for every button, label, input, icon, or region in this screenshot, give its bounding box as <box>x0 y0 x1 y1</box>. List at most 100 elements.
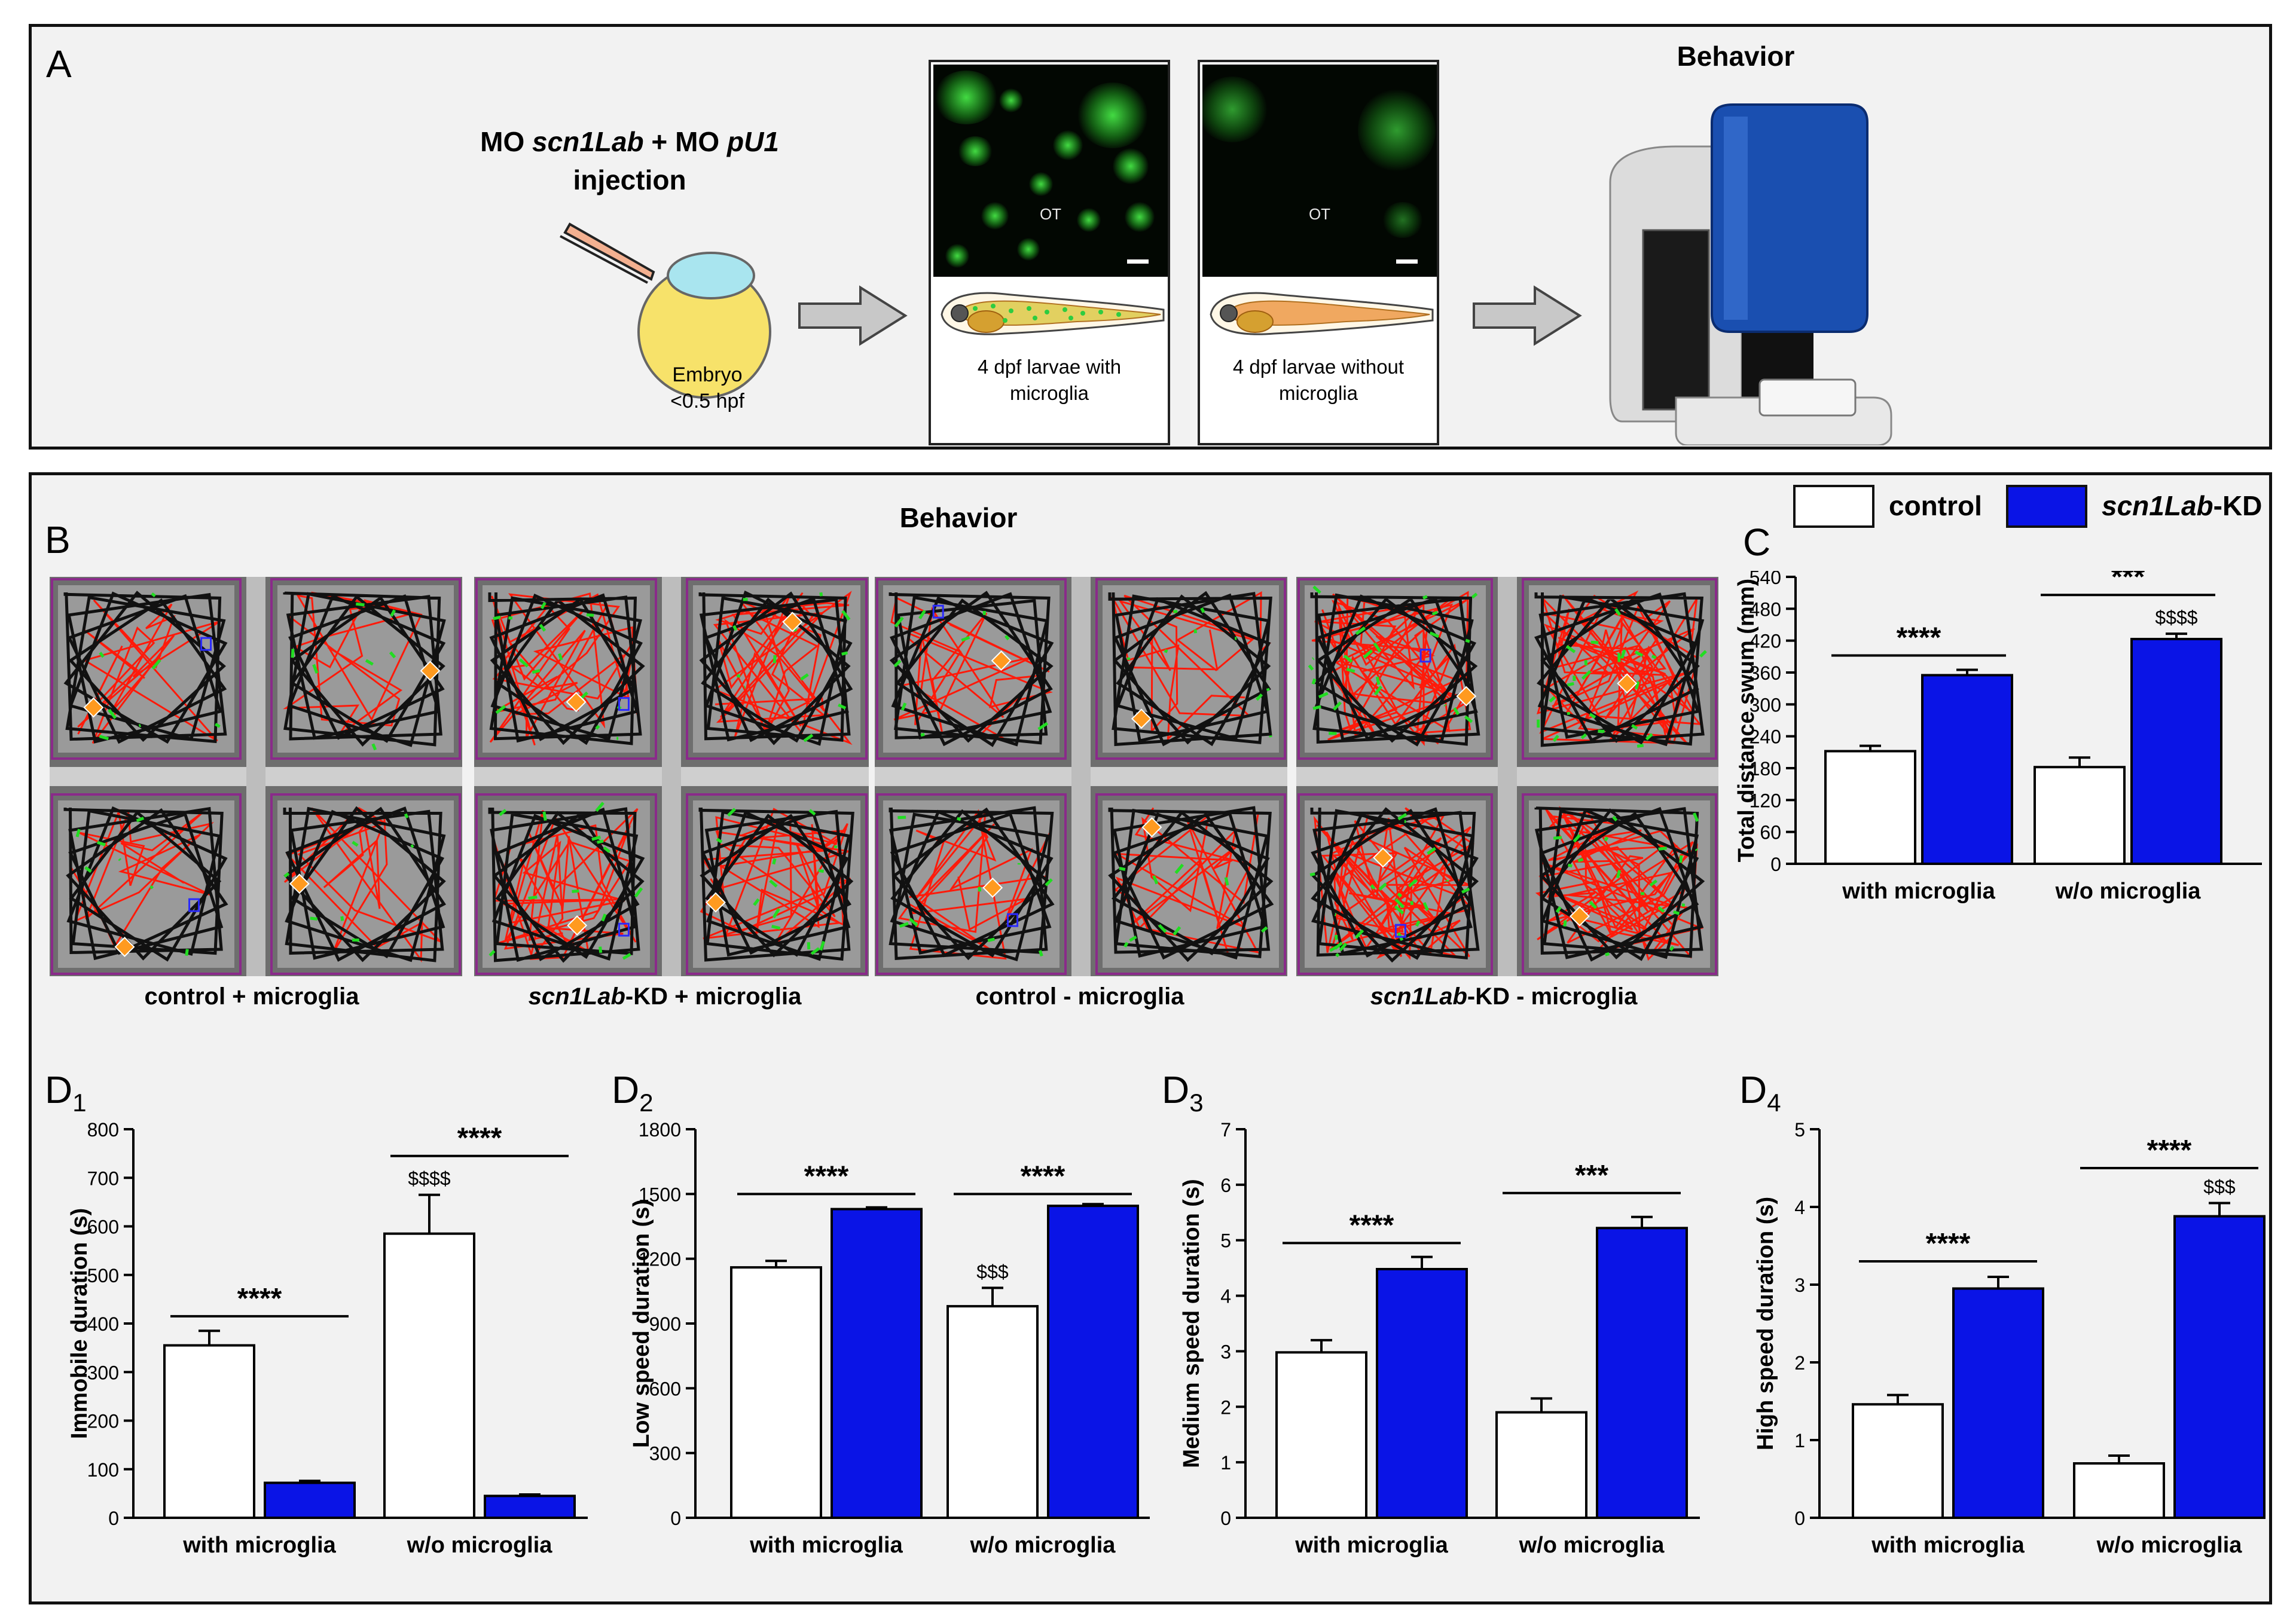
y-axis-label: Immobile duration (s) <box>67 1208 92 1439</box>
y-tick-label: 100 <box>87 1459 119 1481</box>
fast-swim-track <box>1536 590 1702 745</box>
fast-swim-track <box>1314 807 1475 960</box>
ot-label: OT <box>1308 205 1331 223</box>
fast-swim-track <box>1113 807 1260 957</box>
category-label: with microglia <box>1871 1533 2025 1558</box>
y-axis-label: Total distance swum (mm) <box>1734 579 1759 862</box>
fluorescence-image-without-microglia: OT <box>1202 65 1437 277</box>
y-tick-label: 600 <box>649 1378 681 1399</box>
y-tick-label: 2 <box>1220 1396 1231 1418</box>
larva-position-marker <box>782 612 803 632</box>
chart-medium-speed-duration: 0 1 2 3 4 5 6 7 Medium speed duration (s) with mi… <box>1179 1121 1700 1558</box>
well-border <box>270 793 461 975</box>
y-axis-label: Low speed duration (s) <box>629 1199 654 1448</box>
category-label: w/o microglia <box>2096 1533 2243 1558</box>
microglia-cell <box>1125 202 1155 232</box>
microglia-cell <box>981 202 1009 230</box>
larva-with-microglia <box>941 292 1165 335</box>
y-tick-label: 3 <box>1220 1341 1231 1362</box>
start-marker <box>618 697 630 711</box>
y-tick-label: 0 <box>670 1508 681 1529</box>
significance-dollar: $$$$ <box>408 1168 450 1190</box>
medium-swim-track <box>893 610 1049 737</box>
fast-swim-track <box>890 596 1053 743</box>
well-border <box>51 793 242 975</box>
larva-position-marker <box>114 937 135 957</box>
y-tick-label: 600 <box>87 1217 119 1238</box>
y-tick-label: 0 <box>108 1508 119 1529</box>
y-tick-label: 2 <box>1794 1352 1805 1374</box>
well-border <box>51 578 242 760</box>
larva-eye <box>1220 304 1238 322</box>
bar-control <box>1824 750 1916 865</box>
panel-b-label: B <box>45 518 71 561</box>
start-marker <box>1007 913 1019 927</box>
well-border <box>876 793 1067 975</box>
y-tick-label: 200 <box>87 1411 119 1432</box>
category-label: w/o microglia <box>970 1533 1116 1558</box>
medium-swim-track <box>488 802 643 960</box>
microglia-cell <box>1077 82 1149 148</box>
larva-position-marker <box>289 873 310 894</box>
panel-d1-sub: 1 <box>72 1088 87 1117</box>
tracking-group-2 <box>875 577 1287 976</box>
slow-swim-track <box>1310 807 1480 963</box>
category-label: with microglia <box>182 1533 336 1558</box>
tracking-svg <box>1296 577 1718 976</box>
medium-swim-track <box>283 813 414 942</box>
bar-control <box>2073 1462 2165 1519</box>
y-tick-label: 240 <box>1750 726 1781 748</box>
category-label: with microglia <box>1842 879 1995 904</box>
well-border <box>1522 578 1717 760</box>
well-border <box>1522 793 1717 975</box>
significance-stars: *** <box>1575 1160 1608 1191</box>
medium-swim-track <box>1309 812 1470 958</box>
microglia-cell <box>1113 148 1149 184</box>
legend-control-label: control <box>1889 490 1982 521</box>
legend-kd-label: scn1Lab-KD <box>2102 490 2262 522</box>
y-tick-label: 800 <box>87 1121 119 1141</box>
needle-line <box>560 235 648 284</box>
panel-d1-label: D1 <box>45 1071 87 1115</box>
medium-swim-track <box>1308 585 1478 735</box>
embryo-label-2: <0.5 hpf <box>670 390 744 412</box>
slow-swim-track <box>283 591 446 747</box>
well-border <box>686 793 868 975</box>
bar-kd <box>1047 1205 1139 1519</box>
larva-position-marker <box>705 892 726 913</box>
medium-swim-track <box>99 592 221 741</box>
larva-position-marker <box>567 915 588 936</box>
caption-without-microglia-1: 4 dpf larvae without <box>1232 356 1405 378</box>
embryo-label-1: Embryo <box>672 363 743 386</box>
larva-position-marker <box>1373 847 1393 868</box>
medium-swim-track <box>291 602 396 751</box>
chart-high-speed-duration: 0 1 2 3 4 5 High speed duration (s) with microg… <box>1753 1121 2266 1558</box>
significance-dollar: $$$ <box>2203 1176 2236 1198</box>
slow-swim-track <box>1310 592 1480 747</box>
chart-immobile-duration: 0 100 200 300 400 500 600 700 800 Immobile durati… <box>67 1121 588 1558</box>
larva-body <box>956 300 1161 326</box>
larva-position-marker <box>420 661 441 681</box>
larva-yolk <box>967 310 1004 333</box>
microglia-dot <box>973 306 978 311</box>
well-divider <box>246 577 265 976</box>
y-tick-label: 180 <box>1750 758 1781 780</box>
fast-swim-track <box>283 591 423 736</box>
fluorescence-image-with-microglia: OT <box>933 65 1168 277</box>
well-border <box>1095 578 1286 760</box>
well-border <box>686 578 868 760</box>
y-tick-label: 120 <box>1750 790 1781 811</box>
slow-swim-track <box>488 807 645 963</box>
behavior-title-b: Behavior <box>899 502 1018 533</box>
panel-d4-letter: D <box>1739 1068 1767 1111</box>
category-label: w/o microglia <box>2055 879 2202 904</box>
microglia-cell <box>945 244 969 268</box>
panel-d1-letter: D <box>45 1068 73 1111</box>
category-label: with microglia <box>749 1533 903 1558</box>
tracking-svg <box>474 577 869 976</box>
well-border <box>1095 793 1286 975</box>
slow-swim-track <box>698 807 854 962</box>
injection-gene-2: pU1 <box>726 126 779 157</box>
slow-swim-track <box>283 806 447 962</box>
slow-swim-track <box>1534 592 1705 747</box>
